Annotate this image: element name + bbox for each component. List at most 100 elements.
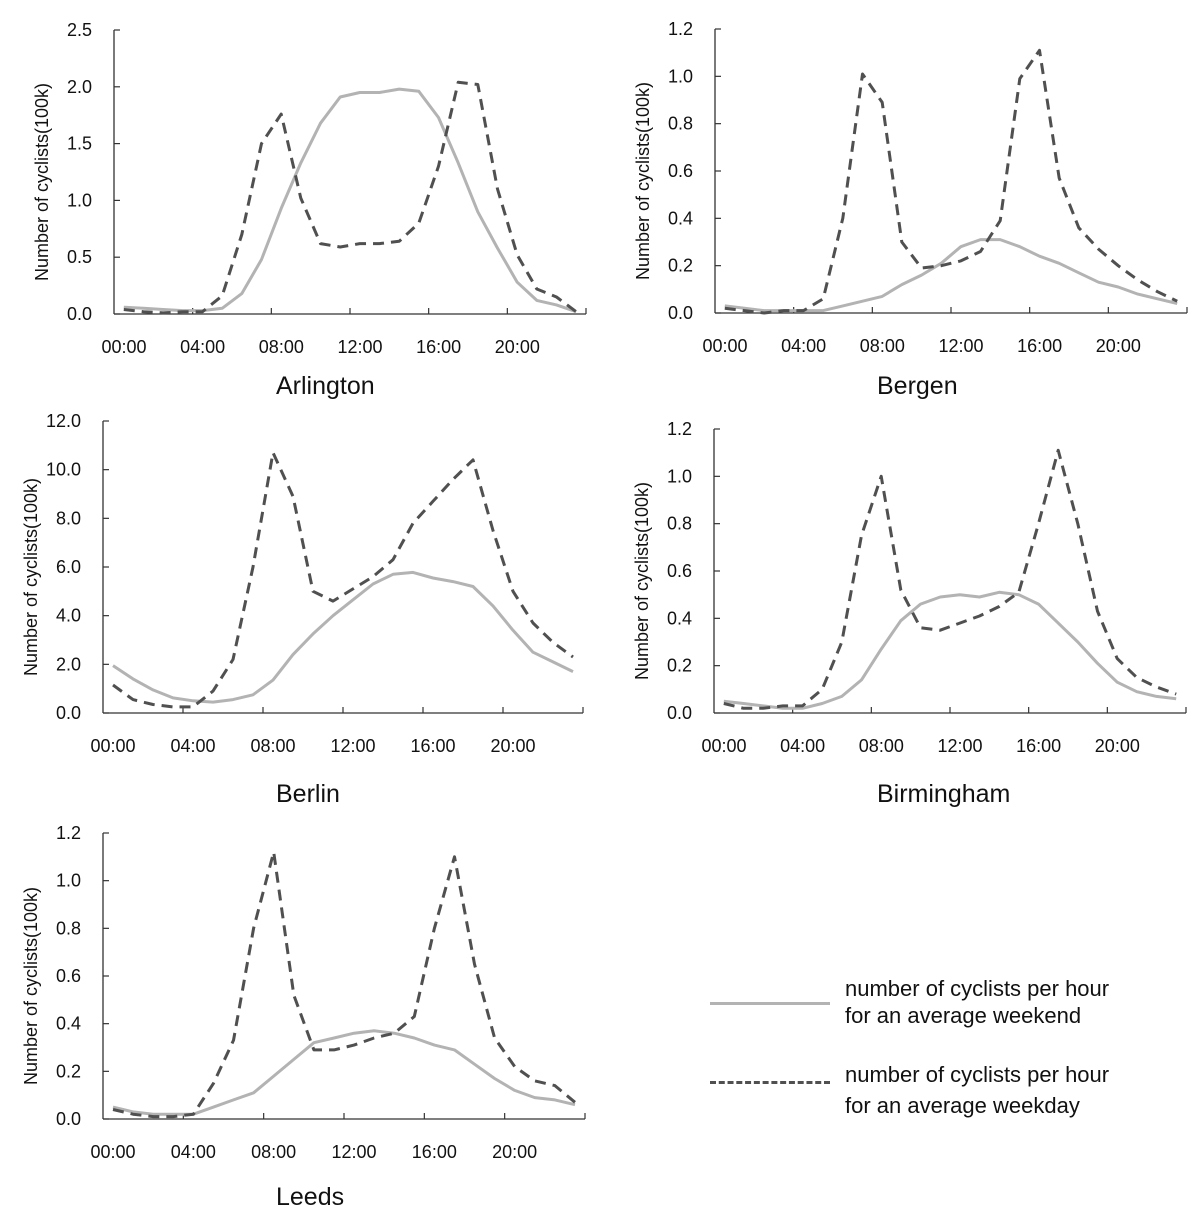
y-tick-label: 0.8 [668,114,693,134]
chart-title-leeds: Leeds [276,1183,345,1211]
y-tick-label: 0.4 [667,608,692,628]
chart-panel-berlin: 0.0 2.0 4.0 6.0 8.0 10.0 12.0 00:00 04:00 08:00 12… [0,405,600,810]
y-axis-label: Number of cyclists(100k) [633,82,653,280]
y-tick-label: 0.8 [667,514,692,534]
y-tick-label: 1.5 [67,134,92,154]
legend-label-weekday: number of cyclists per hour for an avera… [845,1061,1175,1119]
y-tick-label: 1.0 [67,190,92,210]
weekend-series-line-berlin [112,570,574,704]
x-tick-label: 08:00 [859,736,904,756]
y-tick-label: 1.2 [667,419,692,439]
chart-svg-leeds: 0.0 0.2 0.4 0.6 0.8 1.0 1.2 00:00 04:00 08:00 12:0… [21,823,586,1162]
legend-label-weekday-line1: number of cyclists per hour [845,1062,1110,1087]
y-tick-label: 1.0 [56,871,81,891]
y-axis-label: Number of cyclists(100k) [21,478,41,676]
weekend-series-line-birmingham [723,590,1177,710]
x-tick-label: 20:00 [495,337,540,357]
x-tick-label: 04:00 [171,1142,216,1162]
y-tick-label: 6.0 [56,557,81,577]
chart-svg-bergen: 0.0 0.2 0.4 0.6 0.8 1.0 1.2 00:00 04:00 08:00 12:0… [633,19,1188,356]
chart-svg-birmingham: 0.0 0.2 0.4 0.6 0.8 1.0 1.2 00:00 04:00 08:00 12:0… [632,419,1187,756]
y-tick-label: 4.0 [56,606,81,626]
y-axis-label: Number of cyclists(100k) [21,887,41,1085]
y-tick-label: 0.4 [668,208,693,228]
x-tick-label: 00:00 [701,736,746,756]
x-tick-label: 12:00 [337,337,382,357]
x-tick-label: 16:00 [1016,736,1061,756]
legend-swatch-solid [710,1002,830,1005]
y-tick-label: 1.0 [667,466,692,486]
x-tick-label: 16:00 [410,736,455,756]
x-tick-label: 08:00 [259,337,304,357]
x-tick-label: 16:00 [412,1142,457,1162]
x-tick-label: 00:00 [90,1142,135,1162]
x-tick-label: 12:00 [938,336,983,356]
y-tick-label: 12.0 [46,411,81,431]
chart-panel-birmingham: 0.0 0.2 0.4 0.6 0.8 1.0 1.2 00:00 04:00 08:00 12:0… [600,405,1200,810]
x-tick-label: 00:00 [90,736,135,756]
x-tick-label: 08:00 [251,1142,296,1162]
x-tick-label: 20:00 [490,736,535,756]
weekend-series-line-leeds [112,1029,576,1116]
x-tick-label: 12:00 [330,736,375,756]
x-tick-label: 00:00 [101,337,146,357]
chart-svg-berlin: 0.0 2.0 4.0 6.0 8.0 10.0 12.0 00:00 04:00 08:00 12… [21,411,584,756]
y-tick-label: 0.2 [668,256,693,276]
y-tick-label: 0.0 [668,303,693,323]
x-tick-label: 16:00 [416,337,461,357]
weekend-series-line-arlington [123,87,577,314]
x-tick-label: 20:00 [492,1142,537,1162]
y-axis-label: Number of cyclists(100k) [632,482,652,680]
weekday-series-line-leeds [112,850,576,1119]
x-tick-label: 00:00 [702,336,747,356]
y-tick-label: 1.2 [668,19,693,39]
legend-label-weekend: number of cyclists per hour for an avera… [845,975,1175,1029]
chart-legend: number of cyclists per hour for an avera… [705,975,1175,1125]
x-tick-label: 16:00 [1017,336,1062,356]
x-tick-label: 08:00 [250,736,295,756]
x-tick-label: 12:00 [937,736,982,756]
weekday-series-line-bergen [724,48,1178,315]
legend-swatch-dashed [710,1081,830,1084]
y-tick-label: 2.0 [67,77,92,97]
y-tick-label: 1.0 [668,66,693,86]
x-tick-label: 08:00 [860,336,905,356]
weekday-series-line-birmingham [723,448,1177,710]
chart-svg-arlington: 0.0 0.5 1.0 1.5 2.0 2.5 00:00 04:00 08:00 12:00 16… [32,20,587,357]
chart-panel-arlington: 0.0 0.5 1.0 1.5 2.0 2.5 00:00 04:00 08:00 12:00 16… [0,0,600,405]
weekday-series-line-berlin [112,451,574,709]
y-tick-label: 0.8 [56,918,81,938]
weekday-series-line-arlington [123,80,578,315]
chart-title-bergen: Bergen [877,372,958,400]
y-tick-label: 0.0 [56,1109,81,1129]
y-tick-label: 0.6 [667,561,692,581]
y-tick-label: 10.0 [46,460,81,480]
legend-label-weekend-line2: for an average weekend [845,1003,1082,1028]
y-tick-label: 0.5 [67,247,92,267]
y-axis-label: Number of cyclists(100k) [32,83,52,281]
y-tick-label: 2.0 [56,654,81,674]
x-tick-label: 20:00 [1095,736,1140,756]
y-tick-label: 0.2 [667,656,692,676]
y-tick-label: 0.0 [667,703,692,723]
legend-label-weekday-line2: for an average weekday [845,1093,1080,1118]
chart-panel-leeds: 0.0 0.2 0.4 0.6 0.8 1.0 1.2 00:00 04:00 08:00 12:0… [0,810,600,1215]
y-tick-label: 0.4 [56,1014,81,1034]
x-tick-label: 04:00 [780,736,825,756]
x-tick-label: 04:00 [170,736,215,756]
x-tick-label: 12:00 [331,1142,376,1162]
x-tick-label: 04:00 [781,336,826,356]
y-tick-label: 0.6 [668,161,693,181]
legend-label-weekend-line1: number of cyclists per hour [845,976,1110,1001]
chart-panel-bergen: 0.0 0.2 0.4 0.6 0.8 1.0 1.2 00:00 04:00 08:00 12:0… [600,0,1200,405]
y-tick-label: 0.6 [56,966,81,986]
x-tick-label: 20:00 [1096,336,1141,356]
chart-title-birmingham: Birmingham [877,780,1011,808]
chart-title-arlington: Arlington [276,372,375,400]
chart-title-berlin: Berlin [276,780,340,808]
y-tick-label: 0.2 [56,1061,81,1081]
y-tick-label: 0.0 [67,304,92,324]
y-tick-label: 1.2 [56,823,81,843]
y-tick-label: 0.0 [56,703,81,723]
y-tick-label: 2.5 [67,20,92,40]
